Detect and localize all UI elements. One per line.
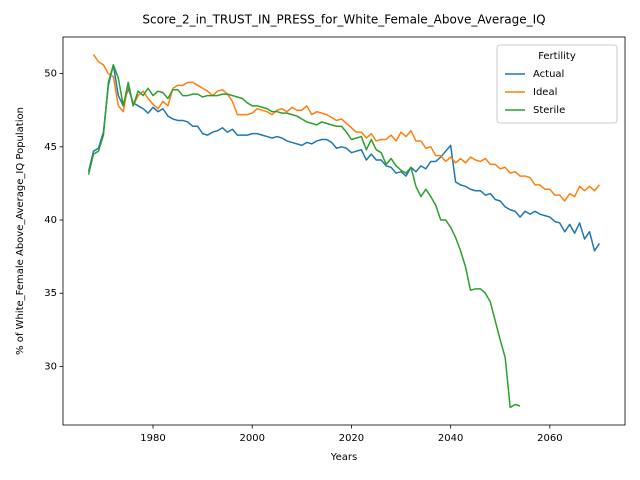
legend-label: Ideal [533,87,557,98]
y-tick-label: 45 [44,142,57,153]
x-tick-label: 2020 [339,433,364,444]
line-series [87,64,601,252]
x-tick-label: 2060 [537,433,562,444]
plot-frame [62,36,626,426]
x-tick-label: 1980 [140,433,165,444]
legend-title: Fertility [538,51,576,62]
line-series [92,54,601,202]
legend-label: Sterile [533,105,565,116]
legend-box [496,44,618,124]
y-tick-label: 40 [44,215,57,226]
x-tick-label: 2000 [240,433,265,444]
line-series [87,64,521,409]
y-tick-label: 35 [44,288,57,299]
y-tick-label: 30 [44,361,57,372]
y-tick-label: 50 [44,69,57,80]
chart-title: Score_2_in_TRUST_IN_PRESS_for_White_Fema… [142,13,545,27]
x-tick-label: 2040 [438,433,463,444]
x-axis-label: Years [330,452,357,463]
legend-label: Actual [533,69,564,80]
y-axis-label: % of White_Female Above_Average_IQ Popul… [15,107,26,355]
